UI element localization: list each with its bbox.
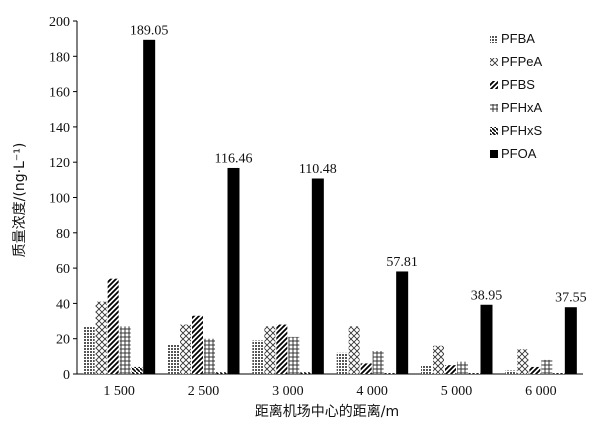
legend-label-pfoa: PFOA — [501, 146, 537, 161]
y-tick-label: 140 — [49, 121, 70, 136]
data-labels-group: 189.05 116.46 110.48 57.81 38.95 37.55 — [130, 23, 587, 305]
bar-pfoa-3 — [396, 271, 409, 375]
bar-pfbs-0 — [107, 278, 119, 374]
legend-swatch-pfhxs — [490, 127, 498, 135]
bar-pfba-0 — [83, 326, 95, 374]
bar-pfhxs-3 — [384, 373, 396, 374]
bar-pfba-2 — [252, 340, 264, 374]
bar-pfoa-4 — [480, 304, 493, 375]
x-axis-title: 距离机场中心的距离/m — [255, 403, 399, 420]
data-label: 57.81 — [386, 255, 418, 270]
bar-pfbs-4 — [445, 365, 456, 374]
bar-pfpea-5 — [517, 349, 529, 374]
y-tick-label: 20 — [56, 333, 70, 348]
bar-pfhxa-3 — [372, 351, 384, 374]
legend: PFBA PFPeA PFBS PFHxA PFHxS PFOA — [490, 31, 543, 161]
y-tick-label: 200 — [49, 15, 70, 30]
data-label: 110.48 — [299, 162, 337, 177]
legend-label-pfhxa: PFHxA — [501, 100, 543, 115]
x-tick-label: 3 000 — [272, 384, 304, 399]
bars-group — [83, 39, 577, 375]
bar-pfbs-3 — [360, 363, 372, 374]
x-tick-label: 5 000 — [441, 384, 473, 399]
bar-pfoa-5 — [564, 307, 577, 375]
bar-pfhxs-5 — [553, 373, 565, 374]
y-tick-label: 160 — [49, 86, 70, 101]
y-tick-label: 40 — [56, 297, 70, 312]
legend-label-pfhxs: PFHxS — [501, 123, 543, 138]
y-tick-label: 100 — [49, 192, 70, 207]
data-label: 116.46 — [215, 151, 253, 166]
legend-label-pfpea: PFPeA — [501, 54, 543, 69]
bar-pfbs-5 — [529, 366, 541, 374]
bar-pfhxa-4 — [457, 361, 468, 374]
bar-pfpea-2 — [264, 326, 276, 374]
bar-pfhxa-2 — [288, 336, 300, 374]
bar-pfpea-3 — [348, 326, 360, 374]
bar-pfpea-0 — [95, 301, 107, 374]
bar-pfoa-2 — [311, 178, 324, 375]
bar-pfba-3 — [336, 352, 348, 374]
data-label: 189.05 — [130, 23, 169, 38]
data-label: 37.55 — [555, 291, 587, 306]
x-tick-label: 2 500 — [188, 384, 220, 399]
bar-pfhxs-2 — [300, 372, 312, 374]
bar-pfhxa-5 — [541, 359, 553, 374]
x-tick-label: 1 500 — [103, 384, 135, 399]
bar-pfba-5 — [505, 370, 517, 374]
bar-pfhxs-4 — [469, 373, 480, 374]
legend-swatch-pfba — [490, 35, 498, 43]
data-label: 38.95 — [471, 288, 503, 303]
bar-pfhxa-0 — [119, 326, 131, 374]
legend-label-pfba: PFBA — [501, 31, 535, 46]
bar-pfoa-0 — [143, 39, 156, 375]
bar-pfbs-2 — [276, 324, 288, 374]
legend-swatch-pfpea — [490, 58, 498, 66]
legend-swatch-pfhxa — [490, 104, 498, 112]
bar-pfpea-4 — [433, 345, 444, 374]
bar-pfpea-1 — [180, 324, 191, 374]
y-tick-label: 80 — [56, 227, 70, 242]
y-tick-label: 60 — [56, 262, 70, 277]
x-tick-label: 6 000 — [525, 384, 557, 399]
axes: 0 20 40 60 80 100 120 140 160 180 200 1 500 2 500 3 0… — [49, 15, 583, 399]
bar-pfbs-1 — [192, 315, 203, 374]
y-tick-label: 180 — [49, 50, 70, 65]
y-axis-title: 质量浓度/(ng·L⁻¹) — [12, 143, 28, 258]
y-tick-label: 120 — [49, 156, 70, 171]
x-tick-label: 4 000 — [356, 384, 388, 399]
legend-swatch-pfbs — [490, 81, 498, 89]
legend-swatch-pfoa — [490, 150, 498, 158]
bar-pfhxs-1 — [216, 372, 227, 374]
bar-pfoa-1 — [227, 167, 240, 375]
bar-pfba-4 — [421, 365, 432, 374]
legend-label-pfbs: PFBS — [501, 77, 535, 92]
bar-pfhxs-0 — [131, 366, 143, 374]
bar-pfba-1 — [168, 343, 179, 374]
y-tick-label: 0 — [63, 368, 70, 383]
bar-pfhxa-1 — [204, 338, 215, 374]
